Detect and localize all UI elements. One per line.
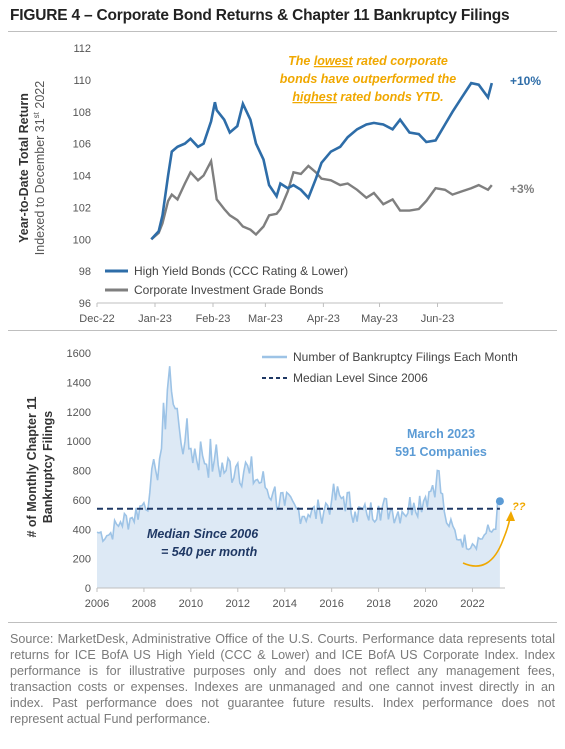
returns-y-tick-112: 112 — [73, 43, 91, 55]
filings-y-tick-1200: 1200 — [67, 407, 91, 419]
legend-filings-label: Number of Bankruptcy Filings Each Month — [293, 350, 518, 364]
filings-y-tick-200: 200 — [73, 554, 91, 566]
filings-x-tick-2020: 2020 — [413, 598, 437, 610]
legend-hy-label: High Yield Bonds (CCC Rating & Lower) — [134, 264, 348, 278]
filings-y-tick-1000: 1000 — [67, 436, 91, 448]
filings-x-tick-2022: 2022 — [460, 598, 484, 610]
returns-chart: 96 98 100 102 104 106 108 110 112 Dec-22 Jan-23 Fe… — [17, 43, 541, 325]
filings-x-tick-2006: 2006 — [85, 598, 109, 610]
filings-y-label-2: Bankruptcy Filings — [41, 411, 55, 524]
filings-y-label-1: # of Monthly Chapter 11 — [25, 396, 39, 537]
filings-x-tick-2016: 2016 — [319, 598, 343, 610]
returns-y-tick-102: 102 — [73, 202, 91, 214]
filings-y-axis-ticks: 0 200 400 600 800 1000 1200 1400 1600 — [67, 348, 91, 595]
median-annotation-line-2: = 540 per month — [161, 545, 258, 559]
filings-area — [97, 366, 500, 588]
returns-x-axis-ticks: Dec-22 Jan-23 Feb-23 Mar-23 Apr-23 May-23 Jun-… — [79, 303, 454, 325]
filings-y-tick-800: 800 — [73, 466, 91, 478]
source-divider — [8, 622, 557, 623]
hy-bonds-line — [150, 81, 494, 241]
returns-x-tick-Apr-23: Apr-23 — [307, 313, 340, 325]
returns-y-axis-title: Year-to-Date Total Return Indexed to Dec… — [17, 81, 47, 255]
annotation-line-1: The lowest rated corporate — [288, 54, 448, 68]
filings-x-tick-2008: 2008 — [132, 598, 156, 610]
median-annotation-line-1: Median Since 2006 — [147, 527, 259, 541]
ig-end-label: +3% — [510, 182, 535, 196]
returns-annotation: The lowest rated corporate bonds have ou… — [280, 54, 456, 104]
filings-x-tick-2010: 2010 — [179, 598, 203, 610]
hy-end-label: +10% — [510, 74, 541, 88]
title-divider — [8, 31, 557, 32]
returns-y-tick-96: 96 — [79, 298, 91, 310]
march-callout: March 2023 591 Companies — [395, 427, 487, 459]
annotation-line-2: bonds have outperformed the — [280, 72, 456, 86]
callout-line-1: March 2023 — [407, 427, 475, 441]
filings-y-axis-title: # of Monthly Chapter 11 Bankruptcy Filin… — [25, 396, 55, 537]
returns-y-tick-98: 98 — [79, 266, 91, 278]
returns-y-tick-108: 108 — [73, 107, 91, 119]
filings-x-tick-2018: 2018 — [366, 598, 390, 610]
annotation-line-3: highest rated bonds YTD. — [292, 90, 443, 104]
filings-x-tick-2012: 2012 — [226, 598, 250, 610]
returns-y-tick-110: 110 — [73, 75, 91, 87]
filings-legend: Number of Bankruptcy Filings Each Month … — [262, 350, 518, 385]
filings-y-tick-1400: 1400 — [67, 377, 91, 389]
ig-bonds-line — [150, 157, 493, 241]
march-2023-marker — [495, 497, 504, 506]
returns-x-tick-Feb-23: Feb-23 — [196, 313, 231, 325]
returns-x-tick-May-23: May-23 — [361, 313, 398, 325]
figure-title: FIGURE 4 – Corporate Bond Returns & Chap… — [10, 7, 510, 24]
returns-legend: High Yield Bonds (CCC Rating & Lower) Co… — [105, 264, 348, 297]
projection-arrow — [462, 517, 511, 567]
filings-x-tick-2014: 2014 — [272, 598, 296, 610]
returns-x-tick-Dec-22: Dec-22 — [79, 313, 114, 325]
projection-arrowhead — [506, 511, 515, 521]
returns-y-tick-100: 100 — [73, 234, 91, 246]
filings-y-tick-400: 400 — [73, 524, 91, 536]
returns-y-label-bold: Year-to-Date Total Return — [17, 93, 31, 243]
filings-y-tick-600: 600 — [73, 495, 91, 507]
returns-y-tick-104: 104 — [73, 171, 91, 183]
legend-median-label: Median Level Since 2006 — [293, 371, 428, 385]
filings-y-tick-0: 0 — [85, 583, 91, 595]
returns-y-tick-106: 106 — [73, 139, 91, 151]
legend-ig-label: Corporate Investment Grade Bonds — [134, 283, 323, 297]
section-divider — [8, 330, 557, 331]
filings-x-axis-ticks: 2006 2008 2010 2012 2014 2016 2018 2020 2022 — [85, 588, 485, 610]
returns-y-label-sub: Indexed to December 31st 2022 — [32, 81, 47, 255]
returns-y-axis-ticks: 96 98 100 102 104 106 108 110 112 — [73, 43, 91, 310]
projection-question-marks: ?? — [512, 501, 526, 513]
median-annotation: Median Since 2006 = 540 per month — [147, 527, 259, 559]
returns-x-tick-Jun-23: Jun-23 — [421, 313, 455, 325]
returns-x-tick-Mar-23: Mar-23 — [248, 313, 283, 325]
returns-x-tick-Jan-23: Jan-23 — [138, 313, 172, 325]
filings-y-tick-1600: 1600 — [67, 348, 91, 360]
source-note: Source: MarketDesk, Administrative Offic… — [10, 632, 555, 726]
callout-line-2: 591 Companies — [395, 445, 487, 459]
